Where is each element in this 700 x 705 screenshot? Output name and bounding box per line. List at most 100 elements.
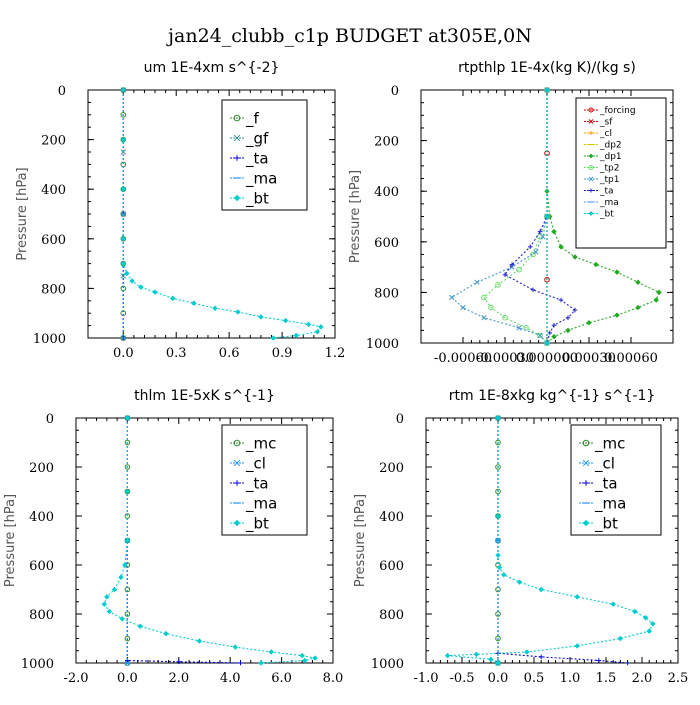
data-point [495, 282, 501, 288]
data-point [124, 415, 131, 421]
x-tick-label: 0.0 [117, 671, 138, 686]
legend-marker [233, 439, 241, 447]
data-point [495, 635, 501, 642]
legend-marker [583, 480, 589, 486]
x-tick-label: 1.2 [325, 346, 346, 361]
data-point [656, 289, 662, 296]
data-point [632, 608, 638, 615]
x-tick-label: 0.0 [113, 346, 134, 361]
x-tick-label: 1.5 [596, 671, 617, 686]
y-tick-label: 1000 [366, 337, 399, 352]
y-axis-label: Pressure [hPa] [348, 170, 363, 263]
data-point [495, 513, 501, 519]
y-tick-label: 1000 [33, 332, 66, 347]
data-point [516, 325, 522, 331]
series-group [444, 415, 656, 666]
legend-marker [588, 211, 594, 216]
data-point [646, 628, 652, 634]
x-tick-label: 6.0 [271, 671, 292, 686]
data-point [129, 278, 135, 284]
data-point [106, 608, 113, 615]
data-point [502, 272, 508, 277]
legend-box [575, 97, 667, 249]
legend-marker [589, 188, 593, 193]
x-tick-label: -1.0 [413, 671, 438, 686]
data-point [558, 244, 564, 250]
y-tick-label: 0 [58, 84, 66, 99]
data-point [502, 314, 508, 321]
data-point [488, 656, 494, 663]
legend-label: _bt [245, 514, 269, 533]
legend-label: _sf [599, 118, 613, 128]
data-point [120, 260, 127, 267]
x-tick-label: -0.00030 [476, 351, 534, 366]
data-point [124, 270, 130, 277]
legend-label: _bt [594, 514, 618, 533]
y-tick-label: 800 [41, 282, 66, 297]
data-point [533, 249, 539, 255]
y-tick-label: 1000 [21, 657, 54, 672]
x-tick-label: 4.0 [220, 671, 241, 686]
data-point [596, 658, 602, 663]
data-point [635, 279, 641, 286]
data-point [212, 305, 218, 311]
legend-label: _mc [245, 434, 276, 453]
data-point [538, 586, 544, 593]
data-point [551, 322, 557, 328]
data-point [544, 213, 550, 220]
data-point [101, 601, 107, 607]
series-group [449, 87, 662, 346]
x-tick-label: 2.0 [168, 671, 189, 686]
data-point [530, 287, 536, 293]
data-point [270, 335, 276, 341]
data-point [495, 439, 501, 446]
data-point [537, 229, 543, 234]
figure-title: jan24_clubb_c1p BUDGET at305E,0N [166, 25, 532, 47]
data-point [495, 464, 501, 470]
legend-label: _mc [594, 434, 625, 453]
data-point [495, 660, 501, 666]
data-point [176, 659, 182, 665]
legend-marker [582, 459, 590, 467]
data-point [544, 87, 550, 93]
legend-marker [588, 165, 594, 170]
legend-marker [588, 153, 594, 159]
data-point [268, 649, 275, 655]
data-point [610, 601, 616, 607]
data-point [516, 579, 523, 585]
data-point [565, 327, 571, 334]
data-point [196, 638, 203, 644]
data-point [509, 262, 515, 267]
y-tick-label: 0 [46, 412, 54, 427]
y-tick-label: 0 [391, 84, 399, 99]
data-point [614, 269, 620, 275]
y-tick-label: 600 [41, 233, 66, 248]
legend-marker [582, 439, 590, 447]
legend-label: _ma [594, 494, 626, 513]
data-point [124, 537, 131, 544]
series-group [120, 87, 324, 341]
data-point [574, 594, 580, 600]
data-point [169, 295, 176, 302]
legend-marker [233, 519, 241, 527]
data-point [558, 297, 564, 303]
data-point [488, 304, 494, 311]
y-tick-label: 200 [29, 461, 54, 476]
x-tick-label: 0.00060 [604, 351, 658, 366]
data-point [258, 660, 264, 666]
data-point [650, 621, 656, 627]
data-point [299, 652, 305, 659]
data-point [537, 332, 543, 339]
data-point [238, 660, 243, 666]
data-point [120, 112, 127, 118]
legend-marker [582, 519, 590, 527]
data-point [565, 315, 571, 320]
data-point [314, 329, 321, 335]
legend-marker [589, 131, 593, 135]
legend-label: _dp2 [599, 141, 622, 151]
data-point [449, 294, 455, 301]
legend-marker [233, 114, 241, 122]
data-point [152, 289, 158, 295]
y-tick-label: 400 [379, 510, 404, 525]
data-point [481, 315, 487, 321]
